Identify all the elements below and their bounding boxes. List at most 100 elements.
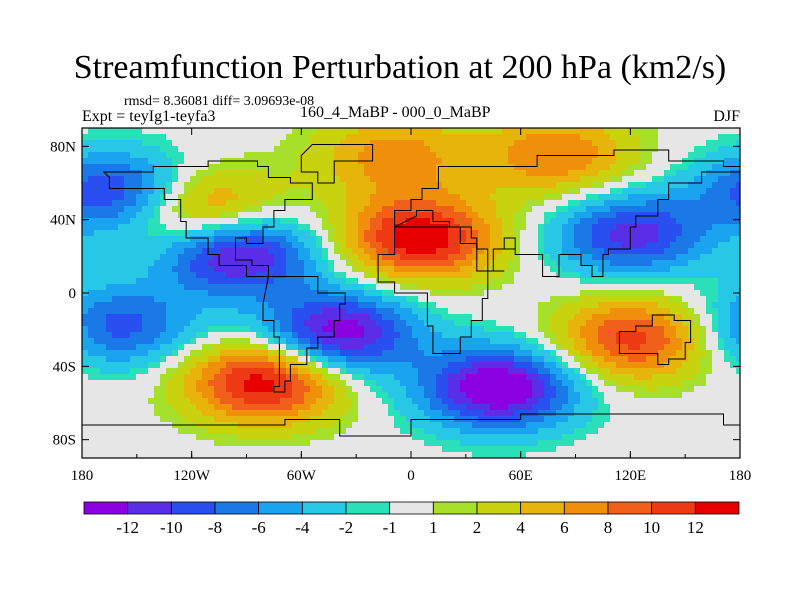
contour-cell (736, 386, 740, 393)
contour-cell (370, 362, 377, 369)
contour-cell (448, 164, 455, 171)
contour-cell (304, 242, 311, 249)
contour-cell (256, 158, 263, 165)
contour-cell (688, 260, 695, 267)
contour-cell (610, 200, 617, 207)
contour-cell (304, 290, 311, 297)
contour-cell (658, 146, 665, 153)
contour-cell (532, 218, 539, 225)
contour-cell (550, 374, 557, 381)
contour-cell (94, 398, 101, 405)
contour-cell (214, 194, 221, 201)
contour-cell (214, 326, 221, 333)
contour-cell (502, 344, 509, 351)
contour-cell (436, 170, 443, 177)
contour-cell (478, 254, 485, 261)
contour-cell (520, 182, 527, 189)
contour-cell (262, 266, 269, 273)
contour-cell (376, 194, 383, 201)
contour-cell (172, 284, 179, 291)
contour-cell (736, 266, 740, 273)
contour-cell (652, 254, 659, 261)
contour-cell (88, 326, 95, 333)
contour-cell (184, 218, 191, 225)
contour-cell (646, 140, 653, 147)
contour-cell (268, 314, 275, 321)
contour-cell (334, 230, 341, 237)
contour-cell (358, 182, 365, 189)
contour-cell (712, 152, 719, 159)
contour-cell (562, 206, 569, 213)
contour-cell (94, 320, 101, 327)
contour-cell (442, 242, 449, 249)
contour-cell (154, 242, 161, 249)
contour-cell (310, 362, 317, 369)
contour-cell (496, 326, 503, 333)
contour-cell (406, 176, 413, 183)
contour-cell (496, 146, 503, 153)
contour-cell (448, 182, 455, 189)
contour-cell (556, 392, 563, 399)
contour-cell (304, 320, 311, 327)
contour-cell (700, 296, 707, 303)
contour-cell (262, 326, 269, 333)
contour-cell (268, 344, 275, 351)
contour-cell (622, 188, 629, 195)
contour-cell (730, 308, 737, 315)
contour-cell (160, 308, 167, 315)
contour-cell (532, 308, 539, 315)
contour-cell (112, 374, 119, 381)
contour-cell (730, 152, 737, 159)
contour-cell (640, 188, 647, 195)
contour-cell (226, 266, 233, 273)
contour-cell (160, 200, 167, 207)
contour-cell (82, 356, 89, 363)
contour-cell (718, 176, 725, 183)
contour-cell (556, 278, 563, 285)
contour-cell (472, 374, 479, 381)
contour-cell (556, 134, 563, 141)
contour-cell (148, 350, 155, 357)
contour-cell (490, 284, 497, 291)
contour-cell (616, 248, 623, 255)
contour-cell (430, 206, 437, 213)
contour-cell (82, 164, 89, 171)
contour-cell (160, 236, 167, 243)
contour-cell (472, 188, 479, 195)
contour-cell (94, 158, 101, 165)
contour-cell (298, 176, 305, 183)
contour-cell (178, 374, 185, 381)
contour-cell (580, 386, 587, 393)
contour-cell (622, 356, 629, 363)
contour-cell (598, 368, 605, 375)
contour-cell (268, 356, 275, 363)
contour-cell (94, 224, 101, 231)
contour-cell (268, 362, 275, 369)
contour-cell (580, 170, 587, 177)
contour-cell (418, 146, 425, 153)
contour-cell (112, 200, 119, 207)
contour-cell (460, 368, 467, 375)
contour-cell (490, 218, 497, 225)
contour-cell (580, 194, 587, 201)
contour-cell (700, 284, 707, 291)
contour-cell (82, 284, 89, 291)
contour-cell (382, 332, 389, 339)
contour-cell (634, 386, 641, 393)
contour-cell (526, 164, 533, 171)
contour-cell (334, 152, 341, 159)
contour-cell (460, 206, 467, 213)
contour-cell (568, 290, 575, 297)
contour-cell (82, 200, 89, 207)
contour-cell (610, 272, 617, 279)
contour-cell (562, 350, 569, 357)
contour-cell (274, 392, 281, 399)
contour-cell (280, 320, 287, 327)
contour-cell (406, 386, 413, 393)
contour-cell (256, 386, 263, 393)
contour-cell (376, 272, 383, 279)
contour-cell (658, 368, 665, 375)
contour-cell (328, 146, 335, 153)
contour-cell (652, 176, 659, 183)
contour-cell (406, 212, 413, 219)
